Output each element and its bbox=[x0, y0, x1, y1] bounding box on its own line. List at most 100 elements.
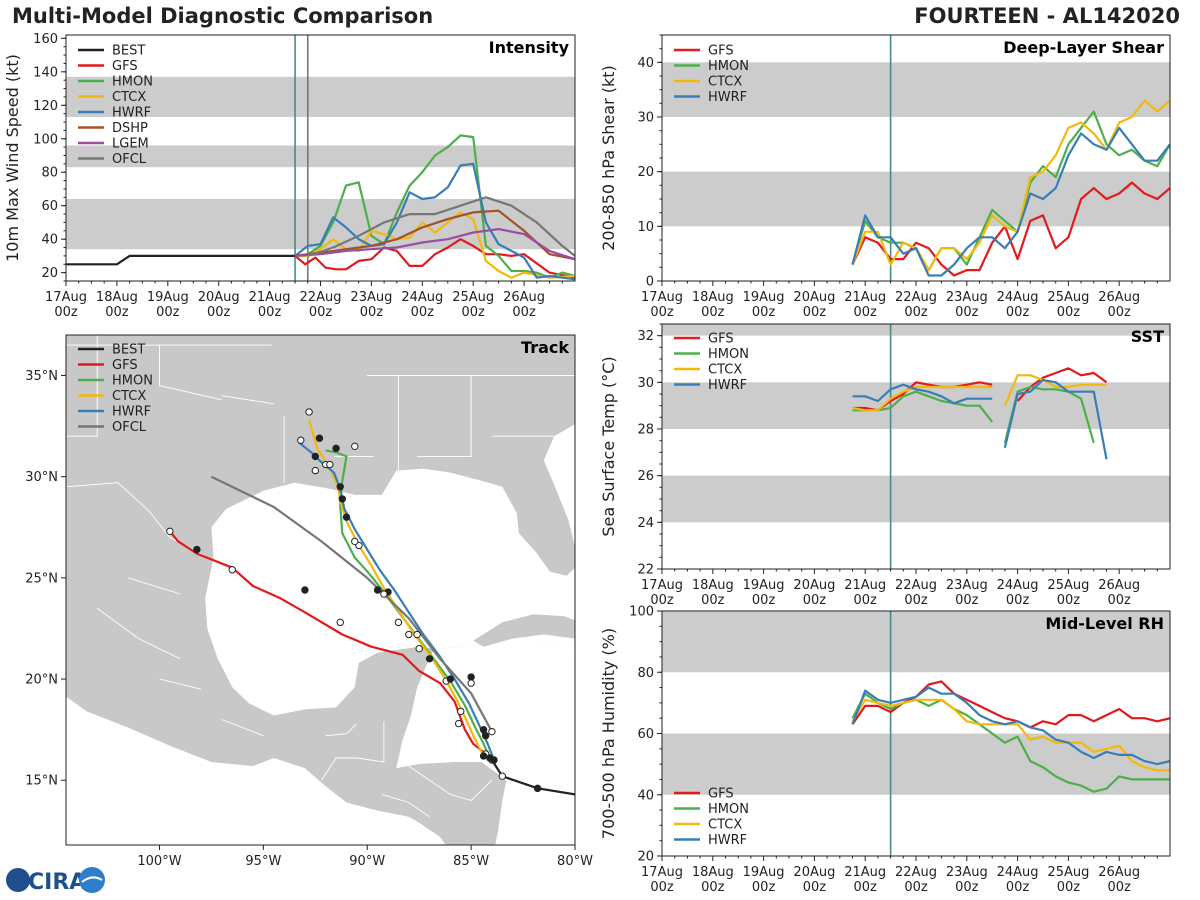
shear-series-hwrf bbox=[851, 126, 1170, 277]
intensity-ytick-label-5: 120 bbox=[33, 99, 58, 114]
shear-xtick-day-2: 19Aug bbox=[743, 290, 785, 305]
rh-xtick-day-2: 19Aug bbox=[743, 865, 785, 880]
sst-xtick-hour-2: 00z bbox=[752, 593, 776, 608]
shear-xtick-hour-7: 00z bbox=[1006, 305, 1030, 320]
track-marker-hwrf bbox=[342, 513, 351, 521]
map-border-19 bbox=[221, 395, 274, 405]
track-legend-label-hwrf: HWRF bbox=[112, 405, 151, 420]
track-marker-gfs bbox=[415, 644, 423, 653]
intensity-legend-label-ofcl: OFCL bbox=[112, 152, 147, 167]
intensity-xtick-hour-4: 00z bbox=[258, 305, 282, 320]
sst-xtick-hour-1: 00z bbox=[701, 593, 725, 608]
track-ytick-label-1: 20°N bbox=[25, 673, 58, 688]
intensity-series-dshp bbox=[294, 209, 575, 261]
rh-panel-title: Mid-Level RH bbox=[1045, 614, 1164, 633]
track-marker-ctcx bbox=[479, 752, 488, 760]
intensity-series-lgem bbox=[295, 228, 575, 261]
rh-legend-label-hmon: HMON bbox=[708, 802, 749, 817]
intensity-xtick-day-8: 25Aug bbox=[452, 290, 494, 305]
shear-xtick-day-7: 24Aug bbox=[997, 290, 1039, 305]
shear-xtick-day-4: 21Aug bbox=[844, 290, 886, 305]
sst-xtick-day-0: 17Aug bbox=[641, 578, 683, 593]
intensity-ytick-label-2: 60 bbox=[41, 199, 58, 214]
track-marker-hmon bbox=[479, 725, 488, 734]
track-panel: 100°W 95°W 90°W 85°W 80°W 15°N 20°N 25°N 30°N 35°… bbox=[25, 334, 593, 869]
track-xtick-label-0: 100°W bbox=[137, 854, 181, 869]
shear-xtick-hour-8: 00z bbox=[1057, 305, 1081, 320]
map-cuba bbox=[473, 614, 575, 647]
track-series-hwrf bbox=[298, 441, 496, 761]
track-marker-gfs bbox=[454, 719, 463, 728]
intensity-xtick-day-2: 19Aug bbox=[147, 290, 189, 305]
rh-xtick-hour-8: 00z bbox=[1057, 880, 1081, 895]
logo-text: CIRA bbox=[28, 870, 86, 895]
track-marker-gfs bbox=[193, 545, 201, 554]
intensity-panel: 2040608010012014016017Aug00z18Aug00z19Au… bbox=[3, 32, 576, 320]
intensity-series-gfs bbox=[294, 238, 575, 279]
track-ytick-label-4: 35°N bbox=[25, 369, 58, 384]
rh-xtick-hour-7: 00z bbox=[1006, 880, 1030, 895]
track-series-best bbox=[490, 759, 575, 796]
track-marker-gfs bbox=[166, 527, 174, 536]
rh-xtick-day-4: 21Aug bbox=[844, 865, 886, 880]
sst-xtick-hour-8: 00z bbox=[1057, 593, 1081, 608]
sst-xtick-day-6: 23Aug bbox=[946, 578, 988, 593]
map-border-5 bbox=[66, 335, 98, 437]
intensity-plot-area bbox=[66, 35, 575, 281]
shear-xtick-day-8: 25Aug bbox=[1047, 290, 1089, 305]
rh-plot-area bbox=[662, 611, 1170, 856]
sst-panel: 22242628303217Aug00z18Aug00z19Aug00z20Au… bbox=[599, 323, 1171, 608]
sst-xtick-day-9: 26Aug bbox=[1098, 578, 1140, 593]
sst-xtick-day-5: 22Aug bbox=[895, 578, 937, 593]
intensity-xtick-day-0: 17Aug bbox=[45, 290, 87, 305]
track-xtick-label-2: 90°W bbox=[349, 854, 385, 869]
rh-xtick-day-0: 17Aug bbox=[641, 865, 683, 880]
track-marker-ctcx bbox=[336, 483, 344, 491]
rh-legend-label-hwrf: HWRF bbox=[708, 833, 747, 848]
sst-legend-label-hwrf: HWRF bbox=[708, 378, 747, 393]
track-marker-hmon bbox=[351, 442, 359, 451]
rh-legend-label-gfs: GFS bbox=[708, 787, 734, 802]
rh-xtick-day-5: 22Aug bbox=[895, 865, 937, 880]
map-border-3 bbox=[417, 375, 472, 457]
intensity-ytick-label-1: 40 bbox=[41, 233, 58, 248]
track-map-area bbox=[66, 335, 575, 845]
shear-y-axis-label: 200-850 hPa Shear (kt) bbox=[599, 65, 618, 251]
track-marker-hwrf bbox=[315, 434, 324, 442]
rh-shade-band-0 bbox=[662, 733, 1170, 795]
shear-panel-title: Deep-Layer Shear bbox=[1003, 38, 1164, 57]
track-marker-hwrf bbox=[311, 466, 320, 475]
sst-xtick-day-1: 18Aug bbox=[692, 578, 734, 593]
track-marker-hwrf bbox=[490, 756, 498, 764]
intensity-panel-title: Intensity bbox=[489, 38, 570, 57]
track-xtick-label-4: 80°W bbox=[557, 854, 593, 869]
shear-xtick-day-6: 23Aug bbox=[946, 290, 988, 305]
track-marker-hwrf bbox=[425, 655, 434, 663]
rh-ytick-label-3: 80 bbox=[637, 666, 654, 681]
intensity-shade-band-2 bbox=[66, 76, 575, 117]
intensity-xtick-day-6: 23Aug bbox=[350, 290, 392, 305]
shear-ytick-label-3: 30 bbox=[637, 111, 654, 126]
sst-xtick-hour-7: 00z bbox=[1006, 593, 1030, 608]
map-gulf-of-mexico bbox=[205, 424, 575, 716]
track-marker-hmon bbox=[467, 673, 475, 681]
intensity-xtick-hour-2: 00z bbox=[156, 305, 180, 320]
track-xtick-label-1: 95°W bbox=[245, 854, 281, 869]
shear-xtick-hour-1: 00z bbox=[701, 305, 725, 320]
rh-xtick-hour-4: 00z bbox=[854, 880, 878, 895]
sst-ytick-label-2: 26 bbox=[637, 469, 654, 484]
rh-xtick-day-7: 24Aug bbox=[997, 865, 1039, 880]
track-marker-ctcx bbox=[457, 707, 465, 716]
sst-xtick-day-2: 19Aug bbox=[743, 578, 785, 593]
rh-legend-label-ctcx: CTCX bbox=[708, 818, 742, 833]
shear-legend-label-gfs: GFS bbox=[708, 44, 734, 59]
rh-series-ctcx bbox=[851, 698, 1170, 772]
sst-xtick-hour-5: 00z bbox=[904, 593, 928, 608]
intensity-xtick-hour-1: 00z bbox=[105, 305, 129, 320]
sst-panel-title: SST bbox=[1131, 327, 1164, 346]
intensity-series-ctcx bbox=[295, 211, 575, 279]
shear-shade-band-1 bbox=[662, 62, 1170, 117]
intensity-legend-label-best: BEST bbox=[112, 44, 145, 59]
